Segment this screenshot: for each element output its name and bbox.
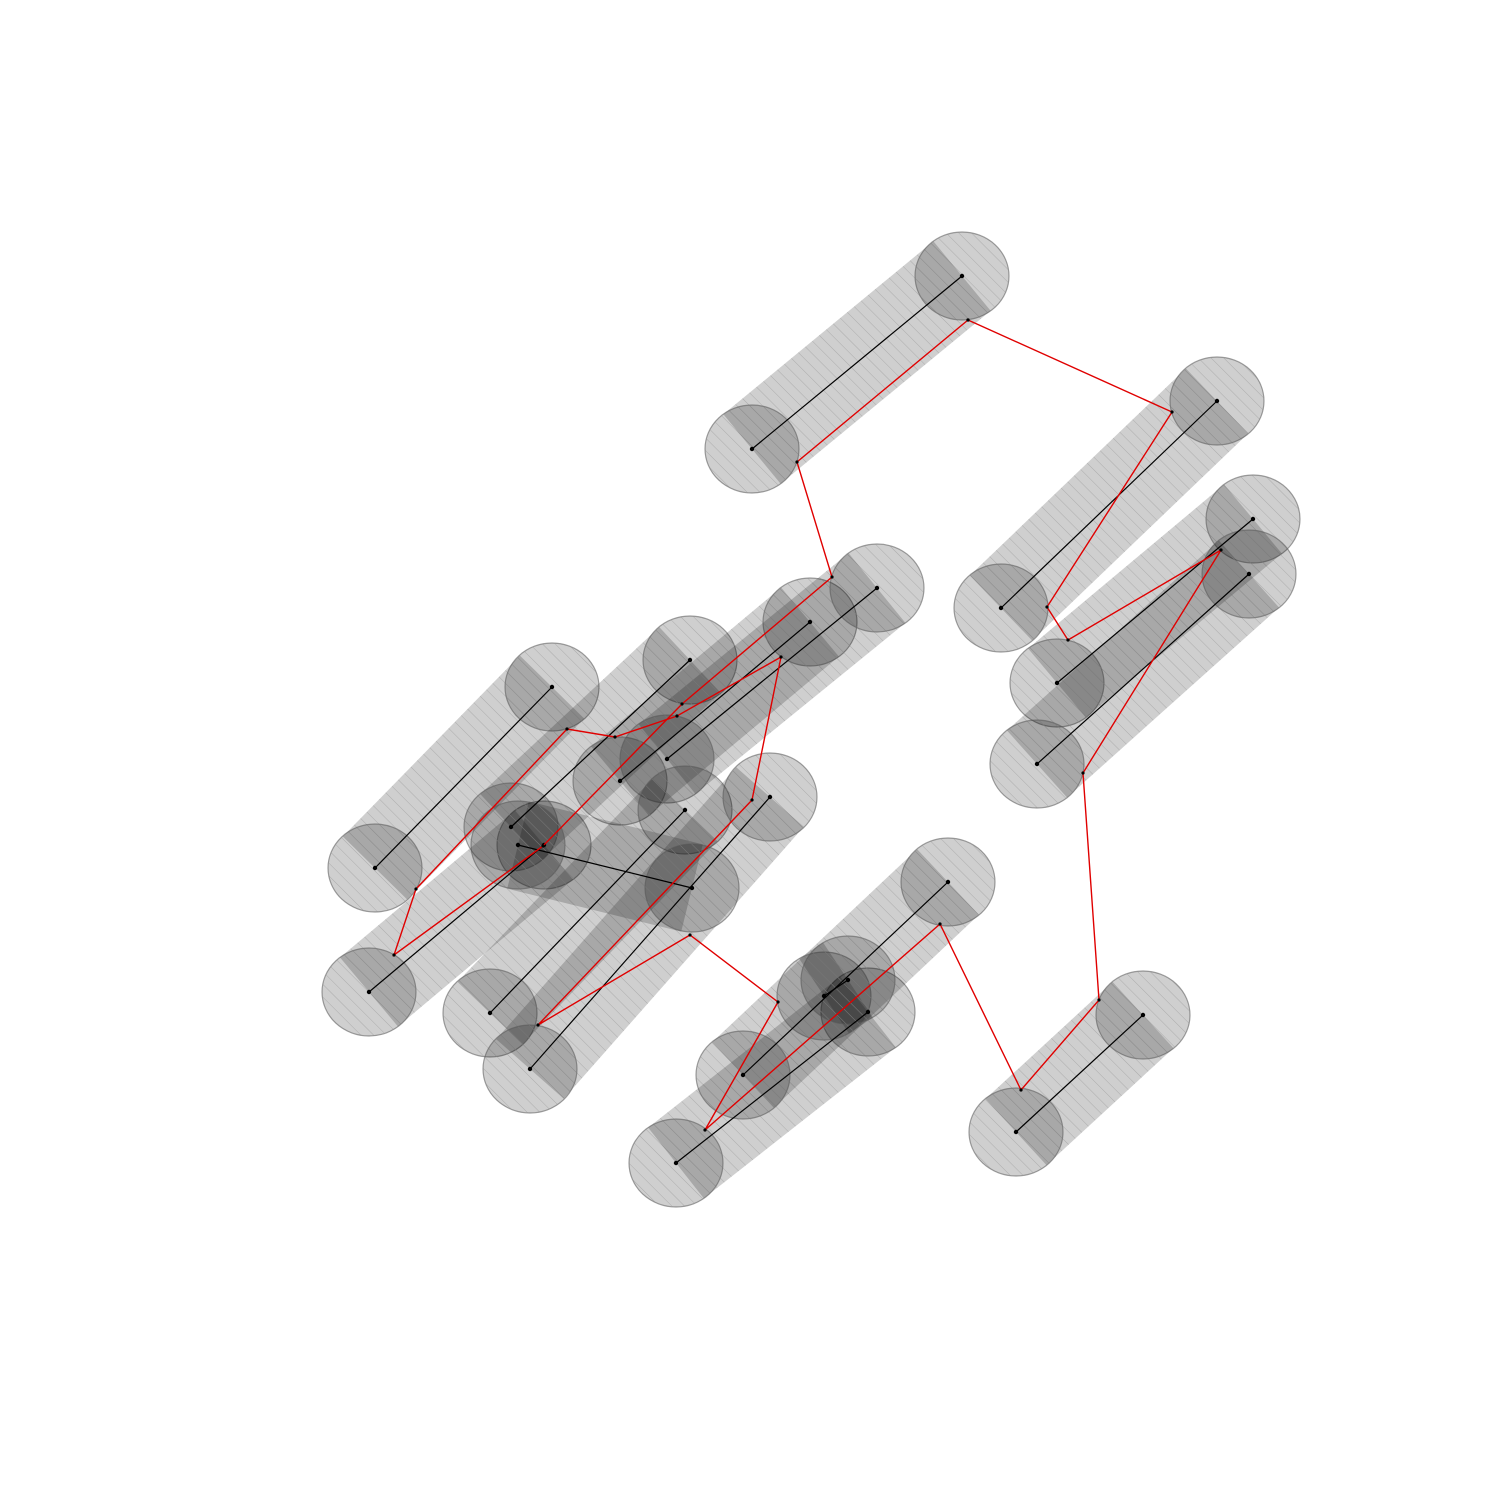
capsule-axis-line: [751, 275, 963, 450]
path-vertex: [680, 702, 684, 706]
path-vertex: [536, 1023, 540, 1027]
capsule-axis-line: [742, 881, 949, 1076]
axis-endpoint: [749, 446, 755, 452]
axis-endpoint: [865, 1009, 871, 1015]
path-vertex: [776, 1000, 780, 1004]
path-vertex: [750, 798, 754, 802]
axis-endpoint: [1054, 680, 1060, 686]
axis-endpoint: [845, 977, 851, 983]
capsule-axis-line: [1015, 1014, 1144, 1133]
axis-endpoint: [1034, 761, 1040, 767]
axis-endpoint: [740, 1072, 746, 1078]
path-vertex: [703, 1128, 707, 1132]
capsule-axis-line: [374, 686, 553, 869]
path-vertex: [414, 887, 418, 891]
capsule-axis-line: [823, 979, 849, 997]
axis-endpoint: [687, 657, 693, 663]
path-vertex: [966, 318, 970, 322]
axis-endpoint: [515, 842, 521, 848]
axis-endpoint: [998, 605, 1004, 611]
axis-endpoint: [1246, 571, 1252, 577]
axis-endpoint: [366, 989, 372, 995]
axis-endpoint: [549, 684, 555, 690]
capsule-axis-line: [1000, 400, 1218, 609]
path-vertex: [1066, 638, 1070, 642]
capsule-axis-line: [666, 587, 878, 760]
axis-endpoint: [664, 756, 670, 762]
path-vertex: [795, 460, 799, 464]
path-layer: [392, 318, 1223, 1132]
axis-endpoint: [673, 1160, 679, 1166]
axis-endpoint: [372, 865, 378, 871]
axis-endpoint: [1013, 1129, 1019, 1135]
axis-endpoint: [1140, 1012, 1146, 1018]
path-vertex: [1081, 771, 1085, 775]
axis-endpoint: [617, 778, 623, 784]
axis-endpoint: [527, 1066, 533, 1072]
axis-layer: [366, 273, 1256, 1166]
capsule-axis-line: [675, 1011, 869, 1164]
capsule-axis-line: [489, 809, 686, 1014]
path-vertex: [675, 714, 679, 718]
capsule-axis-line: [619, 621, 811, 782]
path-vertex: [565, 727, 569, 731]
axis-endpoint: [487, 1010, 493, 1016]
axis-endpoint: [821, 993, 827, 999]
capsule-axis-line: [1056, 518, 1254, 684]
axis-endpoint: [945, 879, 951, 885]
axis-endpoint: [767, 794, 773, 800]
path-vertex: [392, 953, 396, 957]
path-vertex: [613, 735, 617, 739]
path-vertex: [1097, 998, 1101, 1002]
path-vertex: [541, 844, 545, 848]
capsule-axis-line: [510, 659, 691, 828]
axis-endpoint: [682, 807, 688, 813]
axis-endpoint: [1214, 398, 1220, 404]
axis-endpoint: [689, 885, 695, 891]
axis-endpoint: [874, 585, 880, 591]
path-vertex: [688, 933, 692, 937]
axis-endpoint: [1250, 516, 1256, 522]
path-vertex: [1170, 410, 1174, 414]
capsule-axis-line: [529, 796, 771, 1070]
path-vertex: [830, 575, 834, 579]
path-vertex: [779, 655, 783, 659]
path-vertex: [1219, 548, 1223, 552]
capsule-axis-line: [517, 844, 693, 889]
axis-endpoint: [508, 824, 514, 830]
axis-endpoint: [959, 273, 965, 279]
path-vertex: [938, 922, 942, 926]
capsule-axis-line: [368, 844, 545, 993]
capsule-layer: [321, 231, 1301, 1208]
axis-endpoint: [807, 619, 813, 625]
capsule-axis-line: [1036, 573, 1250, 765]
path-vertex: [1045, 605, 1049, 609]
path-vertex: [1019, 1088, 1023, 1092]
